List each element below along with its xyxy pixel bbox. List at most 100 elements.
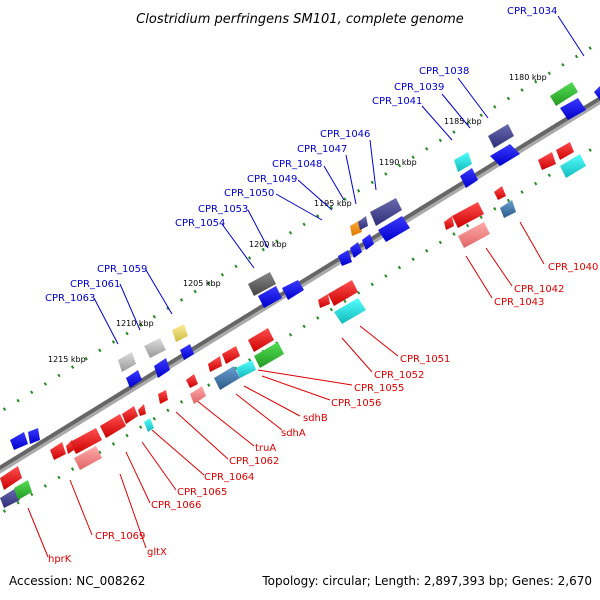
gene-label[interactable]: CPR_1039 [394,82,444,93]
gene-label[interactable]: CPR_1042 [514,284,564,295]
gene-label[interactable]: CPR_1064 [204,472,254,483]
gene-glyph[interactable] [318,294,330,308]
gene-glyph[interactable] [236,360,256,378]
gene-glyph[interactable] [350,242,362,258]
gene-glyph[interactable] [158,390,168,404]
minus-strand-labels: CPR_1040 CPR_1042 CPR_1043 CPR_1051 CPR_… [48,262,598,565]
gene-label[interactable]: CPR_1048 [272,159,322,170]
gene-label[interactable]: CPR_1063 [45,293,95,304]
gene-glyph[interactable] [214,366,240,390]
gene-label[interactable]: CPR_1034 [507,6,557,17]
plus-leader-lines [93,15,585,345]
tick-label: 1180 kbp [509,73,547,82]
gene-glyph[interactable] [126,370,142,388]
gene-glyph[interactable] [560,154,586,178]
gene-label[interactable]: CPR_1066 [151,500,201,511]
gene-glyph[interactable] [452,202,484,228]
gene-glyph[interactable] [190,386,206,404]
gene-glyph[interactable] [556,142,574,160]
tick-label: 1200 kbp [249,240,287,249]
gene-label[interactable]: CPR_1050 [224,188,274,199]
gene-label[interactable]: CPR_1056 [331,398,381,409]
plus-strand-genes [10,82,600,450]
gene-glyph[interactable] [100,414,126,438]
map-title: Clostridium perfringens SM101, complete … [136,12,464,27]
gene-glyph[interactable] [282,280,304,300]
gene-glyph[interactable] [186,374,198,388]
gene-label[interactable]: CPR_1046 [320,129,370,140]
gene-glyph[interactable] [144,338,166,358]
plus-tick-track [0,40,600,414]
gene-label[interactable]: truA [255,443,276,454]
gene-glyph[interactable] [490,144,520,166]
gene-glyph[interactable] [494,186,506,200]
gene-label[interactable]: CPR_1043 [494,297,544,308]
genome-summary: Topology: circular; Length: 2,897,393 bp… [262,574,592,588]
tick-label: 1190 kbp [379,158,417,167]
gene-glyph[interactable] [180,344,194,360]
gene-glyph[interactable] [70,428,102,454]
gene-glyph[interactable] [594,86,600,100]
gene-label[interactable]: CPR_1054 [175,218,225,229]
gene-label[interactable]: CPR_1061 [70,279,120,290]
tick-label: 1215 kbp [48,355,86,364]
gene-glyph[interactable] [358,216,368,230]
gene-glyph[interactable] [458,222,490,248]
gene-glyph[interactable] [50,442,66,460]
gene-label[interactable]: CPR_1062 [229,456,279,467]
minus-strand-genes [0,142,586,508]
gene-glyph[interactable] [444,216,454,230]
gene-glyph[interactable] [0,466,22,490]
tick-label: 1205 kbp [183,279,221,288]
gene-label[interactable]: sdhA [281,428,306,439]
gene-label[interactable]: CPR_1069 [95,531,145,542]
gene-glyph[interactable] [144,418,154,432]
gene-glyph[interactable] [28,428,40,444]
gene-label[interactable]: CPR_1065 [177,487,227,498]
tick-label: 1210 kbp [116,319,154,328]
gene-label[interactable]: CPR_1052 [374,370,424,381]
gene-glyph[interactable] [118,352,136,372]
gene-label[interactable]: CPR_1051 [400,354,450,365]
gene-glyph[interactable] [254,342,284,368]
gene-glyph[interactable] [454,152,472,172]
gene-label[interactable]: CPR_1055 [354,383,404,394]
gene-glyph[interactable] [460,168,478,188]
gene-glyph[interactable] [138,404,146,416]
gene-glyph[interactable] [208,356,222,372]
gene-glyph[interactable] [14,480,32,500]
gene-label[interactable]: CPR_1041 [372,96,422,107]
gene-label[interactable]: sdhB [303,413,328,424]
gene-label[interactable]: CPR_1049 [247,174,297,185]
gene-label[interactable]: CPR_1038 [419,66,469,77]
gene-label[interactable]: CPR_1059 [97,264,147,275]
gene-label[interactable]: gltX [147,547,167,558]
gene-glyph[interactable] [538,152,556,170]
gene-glyph[interactable] [248,328,274,352]
gene-glyph[interactable] [500,200,516,218]
gene-glyph[interactable] [560,98,586,120]
gene-glyph[interactable] [338,250,352,266]
gene-glyph[interactable] [74,446,102,470]
gene-glyph[interactable] [122,406,138,424]
tick-label: 1195 kbp [314,199,352,208]
gene-glyph[interactable] [362,234,374,250]
minus-leader-lines [27,221,545,558]
gene-glyph[interactable] [334,298,366,324]
gene-glyph[interactable] [222,346,240,364]
gene-glyph[interactable] [172,324,188,342]
gene-glyph[interactable] [10,432,28,450]
gene-glyph[interactable] [258,286,282,308]
gene-glyph[interactable] [370,198,402,226]
gene-glyph[interactable] [378,216,410,242]
gene-glyph[interactable] [248,272,276,296]
gene-label[interactable]: CPR_1040 [548,262,598,273]
gene-glyph[interactable] [550,82,578,106]
gene-label[interactable]: CPR_1053 [198,204,248,215]
gene-label[interactable]: hprK [48,554,72,565]
gene-glyph[interactable] [488,124,514,148]
gene-label[interactable]: CPR_1047 [297,144,347,155]
gene-glyph[interactable] [154,358,170,378]
gene-glyph[interactable] [0,488,20,508]
gene-glyph[interactable] [328,280,358,306]
